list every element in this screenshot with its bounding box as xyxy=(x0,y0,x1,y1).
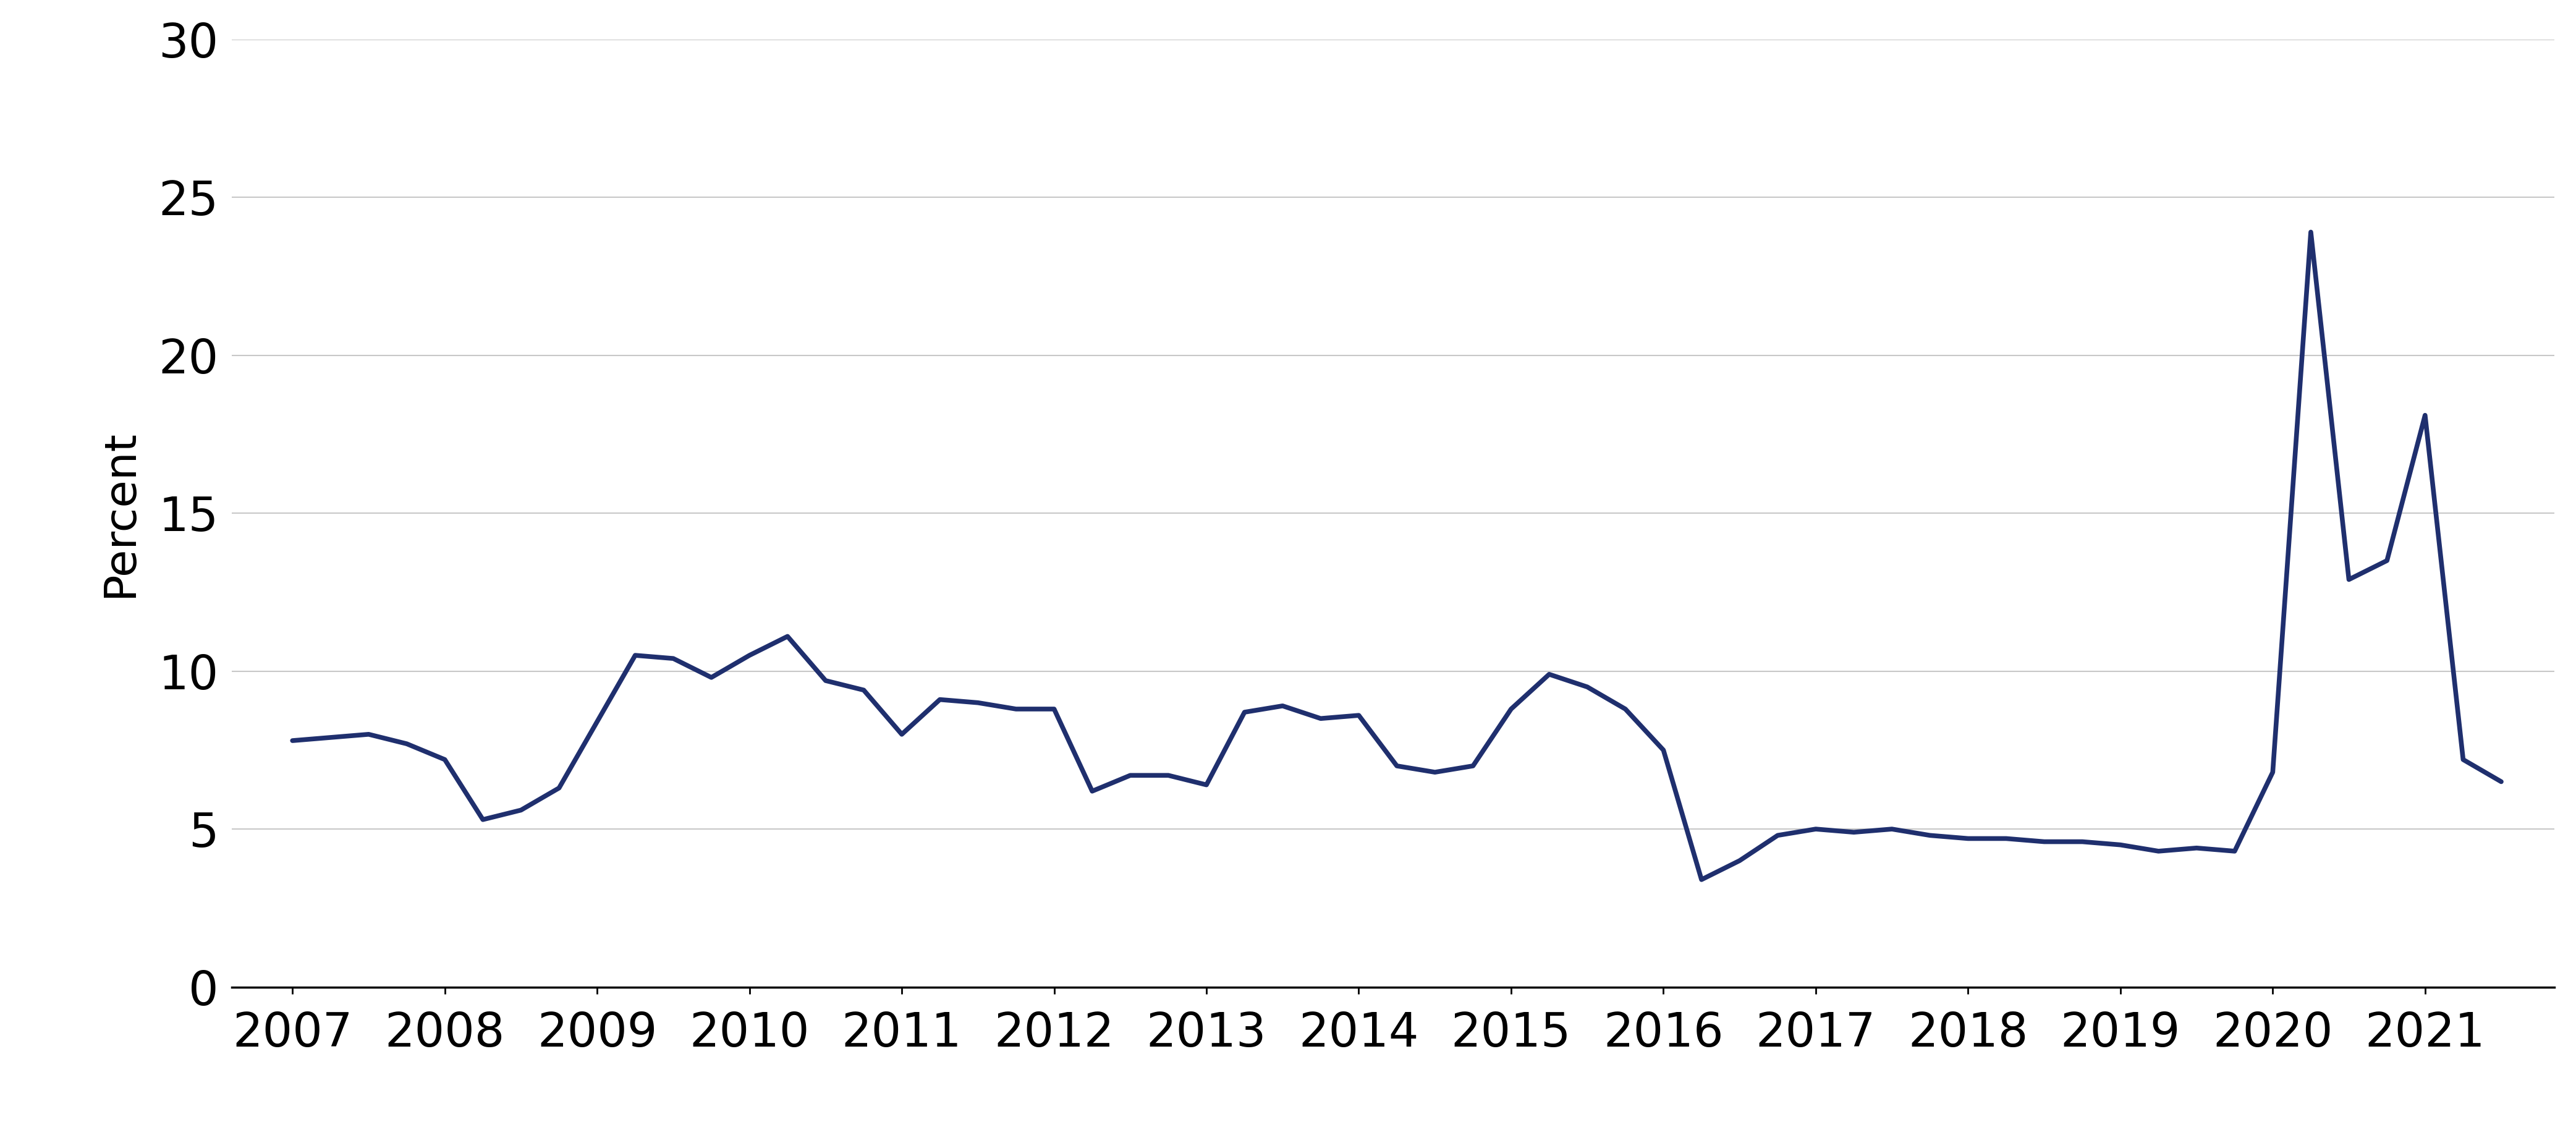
Y-axis label: Percent: Percent xyxy=(98,429,142,597)
